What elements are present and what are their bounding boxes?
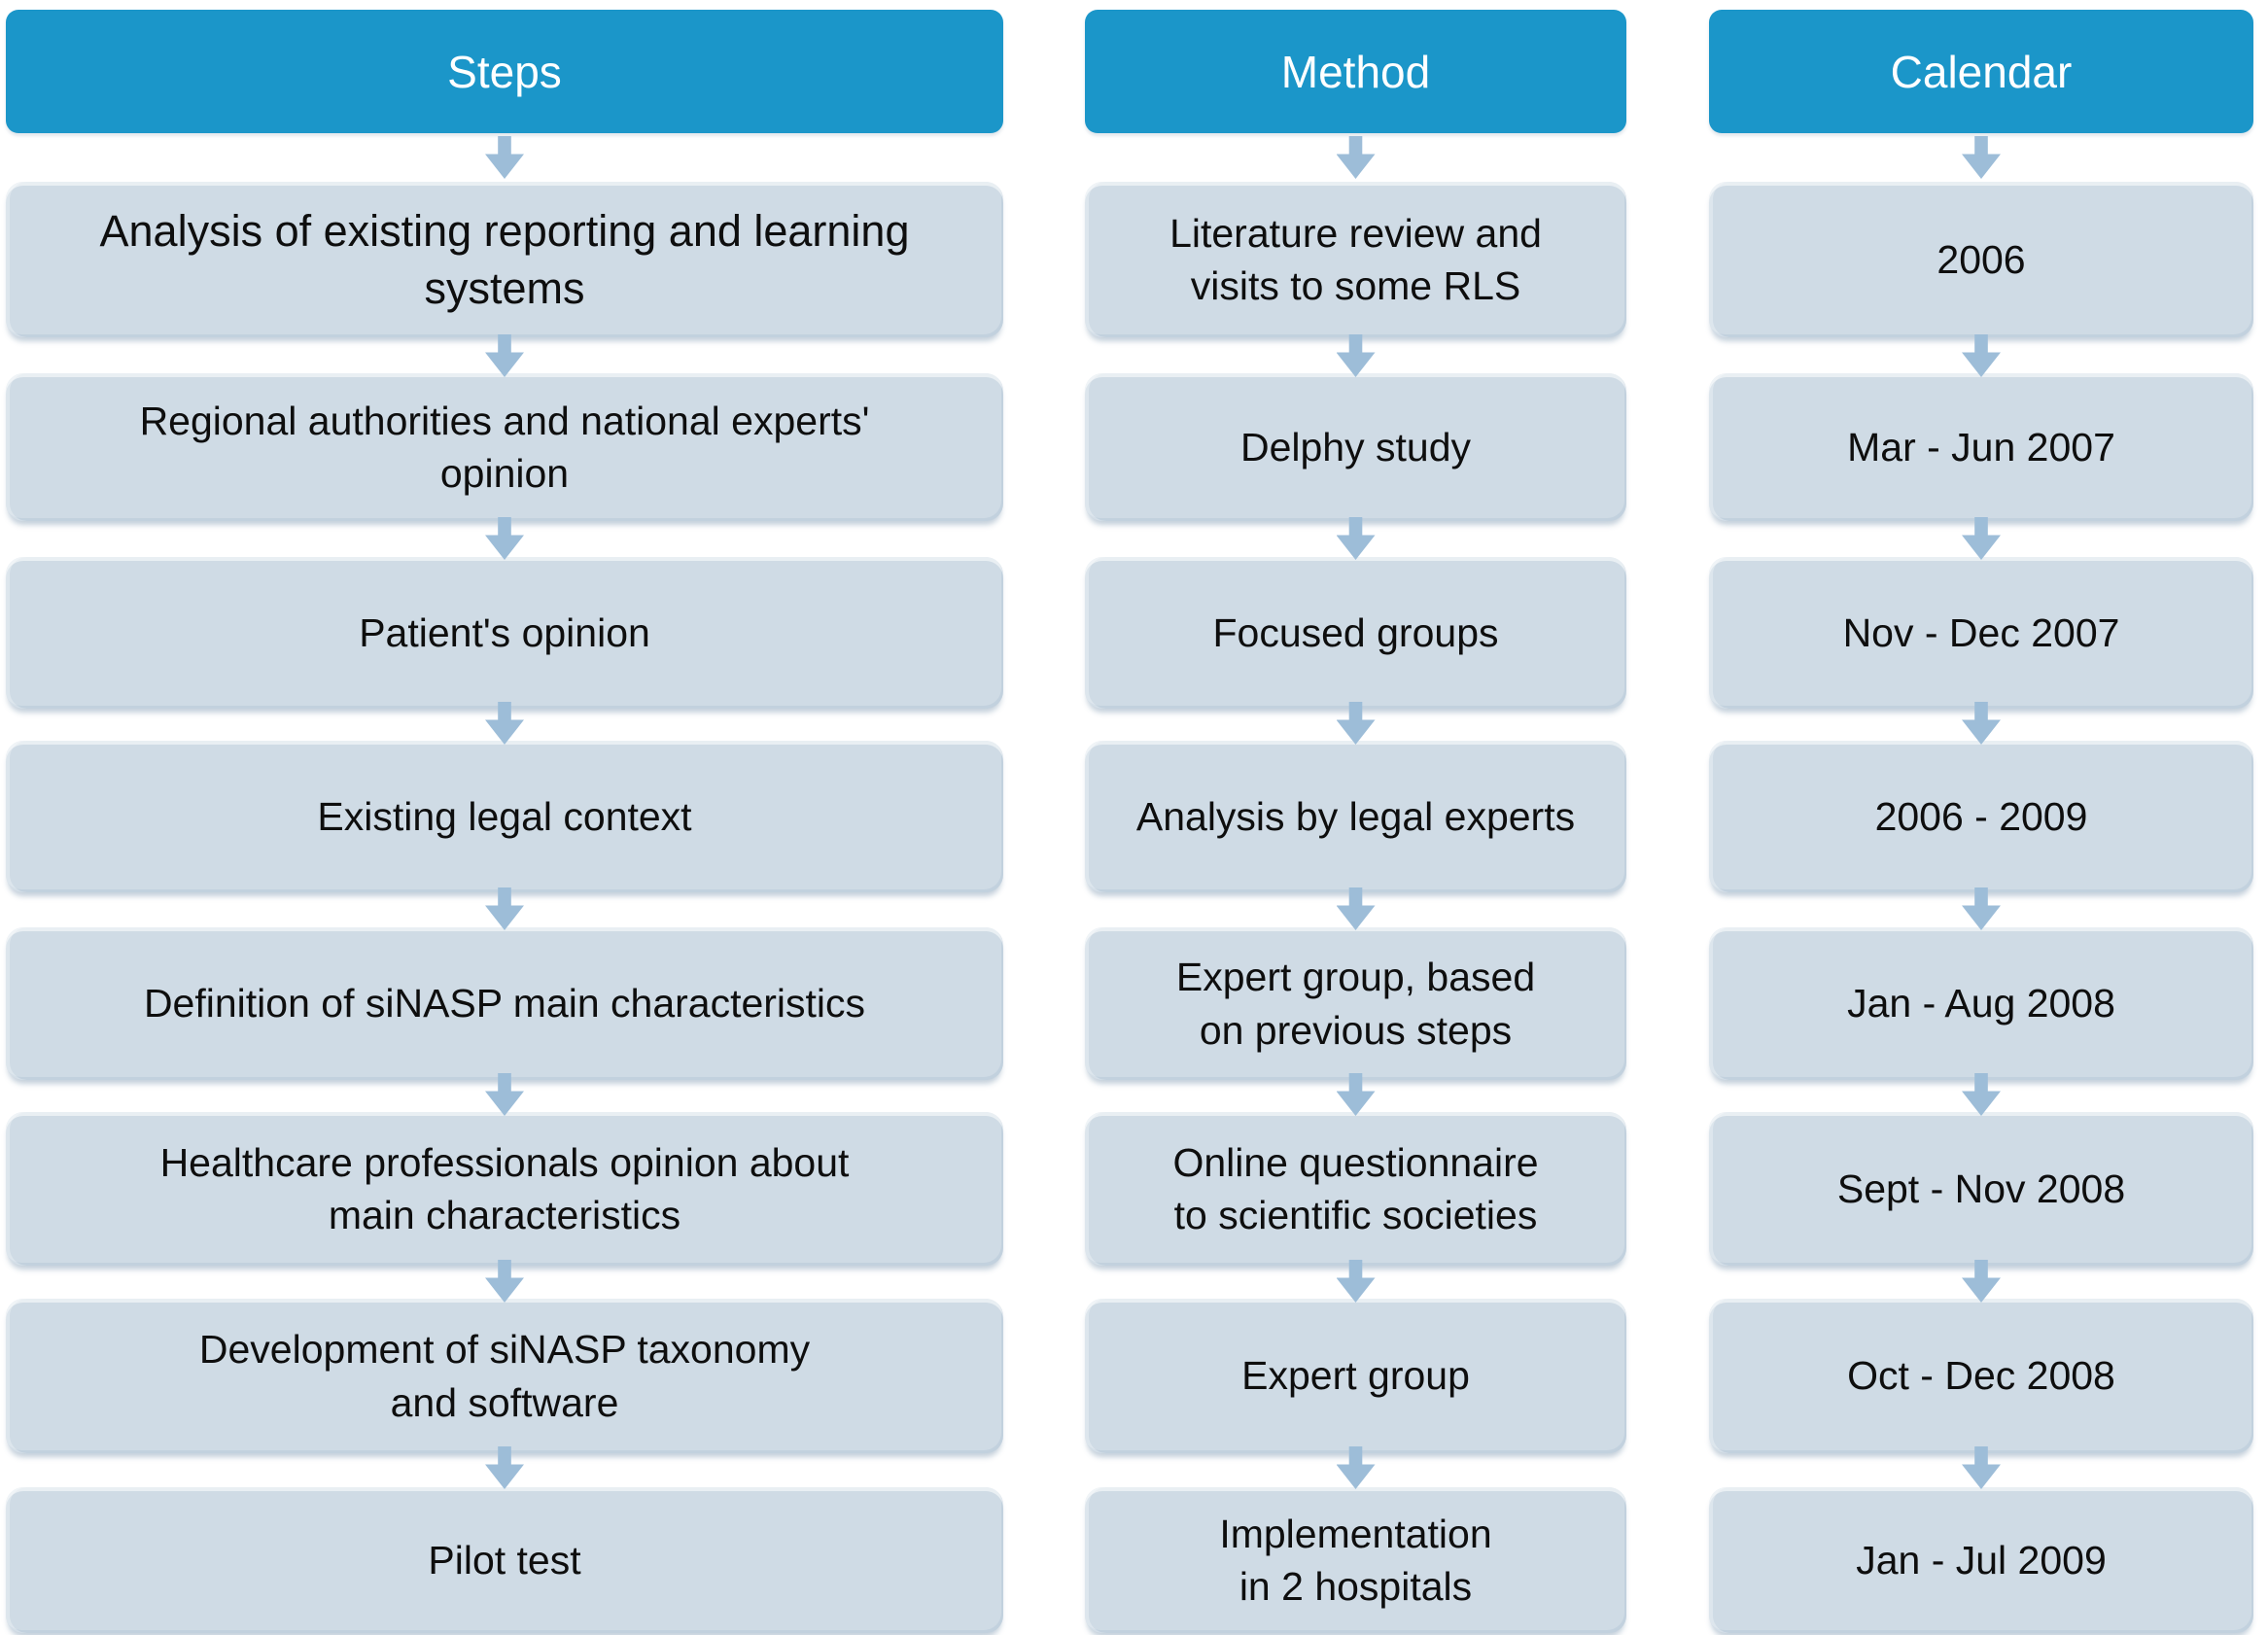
down-arrow-icon [485, 1260, 524, 1303]
method-box-3: Focused groups [1085, 557, 1626, 709]
step-box-8: Pilot test [6, 1487, 1003, 1633]
method-box-2: Delphy study [1085, 373, 1626, 521]
column-calendar: Calendar 2006 Mar - Jun 2007 Nov - Dec 2… [1709, 0, 2253, 1635]
method-box-7: Expert group [1085, 1299, 1626, 1453]
down-arrow-icon [1336, 334, 1376, 377]
down-arrow-icon [1336, 517, 1376, 560]
method-box-6: Online questionnaire to scientific socie… [1085, 1112, 1626, 1266]
calendar-box-4: 2006 - 2009 [1709, 741, 2253, 892]
method-box-8: Implementation in 2 hospitals [1085, 1487, 1626, 1633]
down-arrow-icon [485, 517, 524, 560]
step-box-5: Definition of siNASP main characteristic… [6, 927, 1003, 1080]
down-arrow-icon [485, 136, 524, 179]
down-arrow-icon [1336, 1260, 1376, 1303]
down-arrow-icon [1962, 517, 2001, 560]
calendar-box-6: Sept - Nov 2008 [1709, 1112, 2253, 1266]
method-box-5: Expert group, based on previous steps [1085, 927, 1626, 1080]
down-arrow-icon [1336, 136, 1376, 179]
column-header-steps: Steps [6, 10, 1003, 133]
down-arrow-icon [1962, 136, 2001, 179]
calendar-box-8: Jan - Jul 2009 [1709, 1487, 2253, 1633]
method-box-1: Literature review and visits to some RLS [1085, 182, 1626, 337]
column-header-calendar: Calendar [1709, 10, 2253, 133]
calendar-box-3: Nov - Dec 2007 [1709, 557, 2253, 709]
down-arrow-icon [1962, 887, 2001, 930]
step-box-3: Patient's opinion [6, 557, 1003, 709]
column-method: Method Literature review and visits to s… [1085, 0, 1626, 1635]
calendar-box-1: 2006 [1709, 182, 2253, 337]
method-box-4: Analysis by legal experts [1085, 741, 1626, 892]
calendar-box-5: Jan - Aug 2008 [1709, 927, 2253, 1080]
down-arrow-icon [485, 887, 524, 930]
column-header-method: Method [1085, 10, 1626, 133]
down-arrow-icon [1962, 334, 2001, 377]
down-arrow-icon [485, 334, 524, 377]
down-arrow-icon [1962, 1260, 2001, 1303]
calendar-box-7: Oct - Dec 2008 [1709, 1299, 2253, 1453]
down-arrow-icon [1336, 887, 1376, 930]
step-box-2: Regional authorities and national expert… [6, 373, 1003, 521]
step-box-6: Healthcare professionals opinion about m… [6, 1112, 1003, 1266]
column-steps: Steps Analysis of existing reporting and… [6, 0, 1003, 1635]
step-box-1: Analysis of existing reporting and learn… [6, 182, 1003, 337]
calendar-box-2: Mar - Jun 2007 [1709, 373, 2253, 521]
step-box-4: Existing legal context [6, 741, 1003, 892]
step-box-7: Development of siNASP taxonomy and softw… [6, 1299, 1003, 1453]
